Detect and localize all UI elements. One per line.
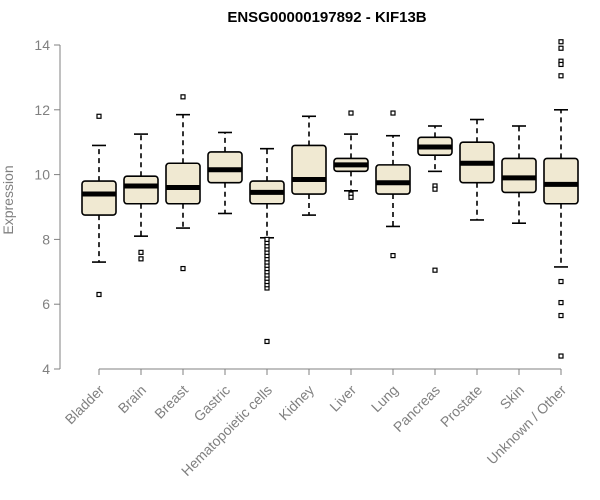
outlier-point — [138, 256, 144, 262]
box-iqr — [81, 180, 117, 216]
y-tick-label: 8 — [42, 231, 50, 247]
outlier-point — [180, 94, 186, 100]
outlier-point — [558, 353, 564, 359]
box-group — [291, 115, 327, 216]
box-group — [417, 125, 453, 273]
y-tick-label: 4 — [42, 361, 50, 377]
y-axis-label: Expression — [0, 165, 16, 234]
box-group — [123, 133, 159, 262]
outlier-point — [558, 45, 564, 51]
x-tick-label: Breast — [151, 382, 191, 422]
x-tick-label: Kidney — [276, 382, 318, 424]
y-tick-label: 6 — [42, 296, 50, 312]
outlier-point — [348, 110, 354, 116]
x-tick-label: Liver — [326, 382, 359, 415]
outlier-point — [558, 278, 564, 285]
box-group — [501, 125, 537, 224]
y-tick-label: 14 — [34, 37, 50, 53]
outlier-point — [558, 312, 564, 319]
box-iqr — [375, 164, 411, 195]
outlier-point — [264, 338, 270, 345]
outlier-point — [138, 249, 144, 255]
outlier-point — [348, 194, 354, 200]
outlier-point — [432, 267, 438, 273]
outlier-point — [96, 113, 102, 119]
x-tick-label: Unknown / Other — [484, 382, 570, 468]
outlier-point — [180, 265, 186, 272]
box-group — [543, 39, 579, 359]
box-group — [207, 131, 243, 215]
outlier-point — [390, 253, 396, 259]
boxes — [81, 39, 579, 359]
box-group — [81, 113, 117, 298]
outlier-point — [432, 186, 438, 192]
x-tick-label: Prostate — [437, 382, 485, 430]
x-tick-label: Skin — [497, 382, 528, 413]
box-iqr — [543, 157, 579, 205]
chart-title: ENSG00000197892 - KIF13B — [227, 9, 426, 26]
box-group — [375, 110, 411, 259]
box-group — [459, 118, 495, 221]
outlier-point — [96, 291, 102, 298]
box-group — [333, 110, 369, 200]
y-tick-label: 12 — [34, 102, 50, 118]
y-tick-label: 10 — [34, 167, 50, 183]
box-group — [165, 94, 201, 272]
x-tick-label: Pancreas — [390, 382, 443, 435]
outlier-point — [390, 110, 396, 116]
x-tick-label: Brain — [115, 382, 149, 416]
outlier-point — [558, 61, 564, 68]
x-tick-label: Lung — [368, 382, 401, 415]
box-iqr — [165, 162, 201, 205]
x-tick-label: Bladder — [62, 382, 108, 428]
box-iqr — [123, 175, 159, 205]
box-group — [249, 147, 285, 345]
outlier-point — [264, 236, 270, 242]
outlier-point — [558, 39, 564, 45]
outlier-point — [558, 299, 564, 306]
outlier-point — [558, 73, 564, 79]
box-iqr — [291, 144, 327, 195]
